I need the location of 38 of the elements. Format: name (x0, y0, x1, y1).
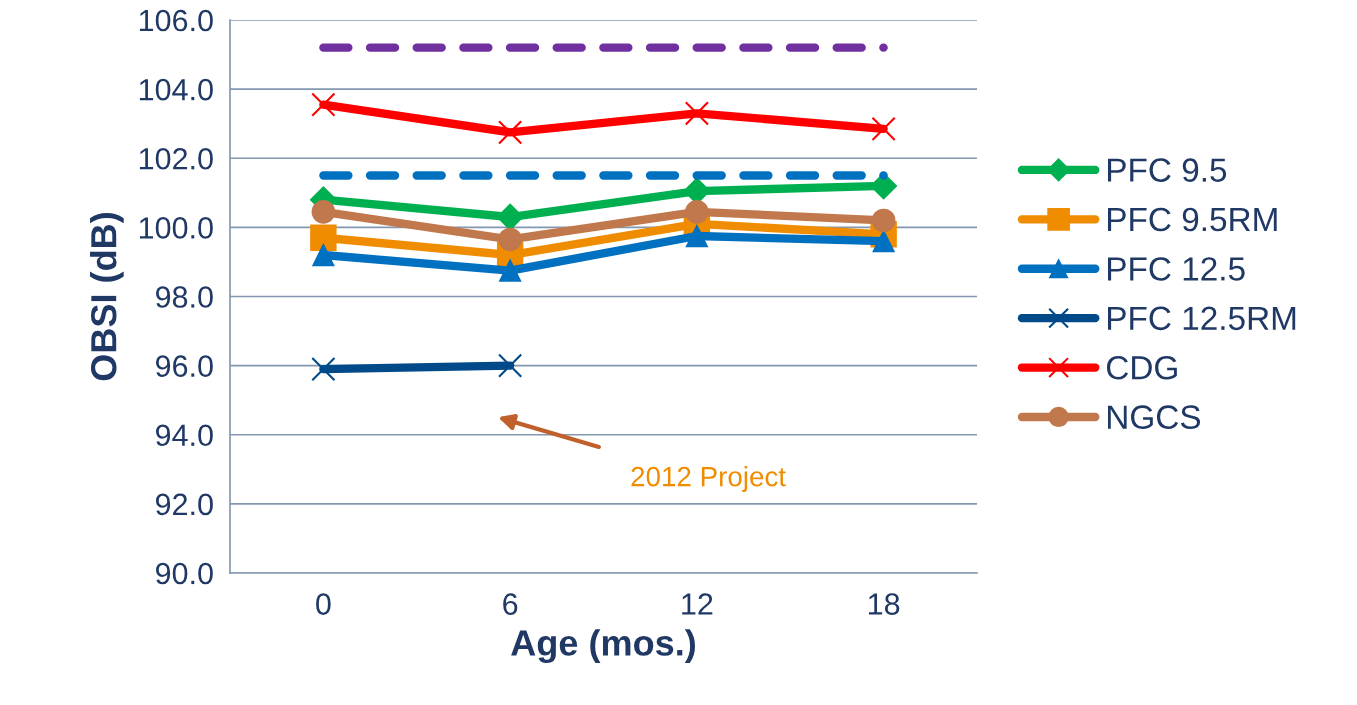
point (496, 203, 524, 231)
x-tick-label: 18 (868, 593, 900, 615)
legend-label: PFC 9.5RM (1108, 207, 1277, 232)
x-tick-label: 0 (316, 593, 331, 615)
point (685, 200, 709, 224)
legend-label: NGCS (1108, 405, 1201, 429)
point (871, 208, 896, 233)
point (872, 230, 895, 253)
y-tick-label: 106.0 (139, 9, 213, 32)
x-tick-label: 6 (503, 593, 518, 615)
annotation: 2012 Project (631, 466, 786, 492)
point (684, 101, 710, 126)
point (871, 116, 896, 142)
y-tick-label: 104.0 (139, 78, 213, 101)
y-tick-label: 96.0 (156, 355, 213, 377)
point (311, 200, 336, 224)
point (685, 224, 708, 248)
y-tick-label: 94.0 (156, 424, 213, 447)
point (312, 243, 335, 267)
y-tick-label: 102.0 (139, 147, 213, 170)
point (310, 224, 337, 251)
point (311, 92, 336, 117)
legend-label: CDG (1106, 355, 1177, 380)
x-tick-label: 12 (682, 593, 713, 615)
legend-label: PFC 12.5 (1108, 257, 1245, 281)
point (311, 356, 336, 382)
legend-label: PFC 12.5RM (1108, 306, 1296, 331)
y-tick-label: 90.0 (156, 562, 213, 585)
point (498, 227, 522, 252)
point (497, 353, 523, 378)
point (499, 259, 522, 282)
point (497, 120, 523, 145)
y-tick-label: 100.0 (139, 217, 213, 239)
y-axis-title: OBSI (dB) (90, 213, 124, 381)
y-tick-label: 92.0 (156, 493, 213, 516)
x-axis-title: Age (mos.) (511, 629, 695, 664)
y-tick-label: 98.0 (156, 286, 213, 308)
legend-label: PFC 9.5 (1108, 158, 1227, 182)
